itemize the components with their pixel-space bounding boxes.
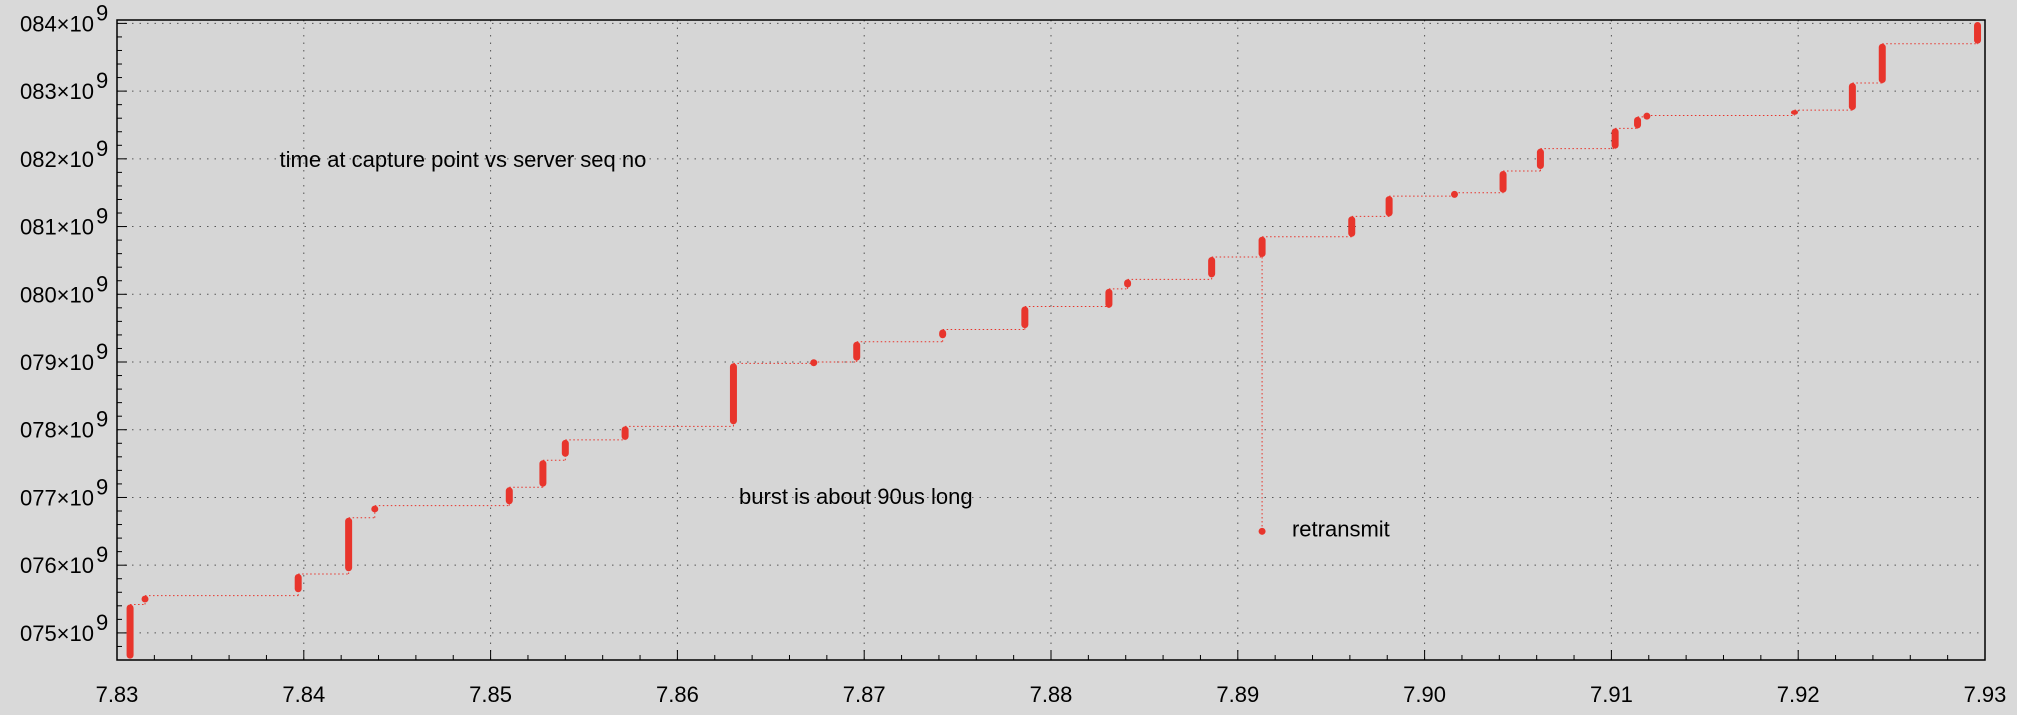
series-burst (1878, 43, 1886, 83)
series-burst (141, 595, 149, 603)
y-tick-exponent: 9 (96, 474, 108, 499)
plot-area-background (117, 20, 1985, 660)
x-axis: 7.83 7.84 7.85 7.86 7.87 7.88 7.89 7.90 7.91 7.92… (96, 682, 2007, 707)
x-tick-label: 7.91 (1590, 682, 1633, 707)
y-tick-label: 077×10 (20, 485, 94, 510)
x-tick-label: 7.90 (1403, 682, 1446, 707)
x-tick-label: 7.88 (1030, 682, 1073, 707)
y-tick-label: 076×10 (20, 553, 94, 578)
series-point (810, 359, 818, 367)
series-burst (1021, 306, 1029, 329)
x-tick-label: 7.92 (1777, 682, 1820, 707)
annotations: time at capture point vs server seq no bu… (280, 147, 1390, 542)
series-burst (371, 505, 379, 513)
series-burst (1385, 196, 1393, 217)
series-burst (561, 439, 569, 457)
series-burst (621, 426, 629, 440)
y-tick-exponent: 9 (96, 0, 108, 25)
y-tick-label: 083×10 (20, 79, 94, 104)
x-tick-label: 7.86 (656, 682, 699, 707)
series-burst (1124, 279, 1132, 288)
series-burst (1790, 110, 1798, 115)
series-burst (1348, 216, 1356, 237)
series-points (126, 22, 1982, 659)
minor-ticks (116, 22, 1986, 661)
x-tick-label: 7.85 (469, 682, 512, 707)
series-burst (1499, 171, 1507, 193)
y-tick-exponent: 9 (96, 204, 108, 229)
series-burst (1611, 128, 1619, 149)
y-tick-label: 082×10 (20, 147, 94, 172)
annotation-text: time at capture point vs server seq no (280, 147, 647, 172)
y-tick-exponent: 9 (96, 68, 108, 93)
series-burst (345, 517, 353, 572)
x-tick-label: 7.84 (282, 682, 325, 707)
annotation-text: retransmit (1292, 517, 1390, 542)
grid-lines (117, 20, 1985, 660)
series-burst (1105, 288, 1113, 308)
series-burst (539, 460, 547, 487)
retransmit-point (1258, 527, 1266, 535)
y-tick-label: 080×10 (20, 282, 94, 307)
series-point (1643, 112, 1651, 120)
series-burst (1258, 236, 1266, 258)
x-tick-label: 7.83 (96, 682, 139, 707)
x-tick-label: 7.89 (1216, 682, 1259, 707)
series-burst (1848, 82, 1856, 111)
y-tick-label: 084×10 (20, 11, 94, 36)
annotation-text: burst is about 90us long (739, 484, 973, 509)
series-burst (294, 573, 302, 593)
y-tick-exponent: 9 (96, 271, 108, 296)
y-tick-exponent: 9 (96, 339, 108, 364)
series-burst (939, 329, 947, 339)
y-tick-label: 079×10 (20, 350, 94, 375)
series-burst (1208, 257, 1216, 278)
y-tick-label: 075×10 (20, 621, 94, 646)
y-tick-label: 081×10 (20, 215, 94, 240)
y-tick-exponent: 9 (96, 610, 108, 635)
y-tick-exponent: 9 (96, 542, 108, 567)
series-burst (1634, 116, 1642, 129)
series-burst (729, 363, 737, 425)
y-tick-exponent: 9 (96, 407, 108, 432)
series-burst (1974, 22, 1982, 44)
plot-frame (116, 19, 1986, 661)
y-tick-label: 078×10 (20, 418, 94, 443)
y-tick-exponent: 9 (96, 136, 108, 161)
series-burst (505, 487, 513, 505)
series-point (1450, 190, 1458, 198)
series-burst (853, 341, 861, 361)
series-burst (126, 604, 134, 659)
series-burst (1536, 148, 1544, 169)
x-tick-label: 7.87 (843, 682, 886, 707)
x-tick-label: 7.93 (1964, 682, 2007, 707)
